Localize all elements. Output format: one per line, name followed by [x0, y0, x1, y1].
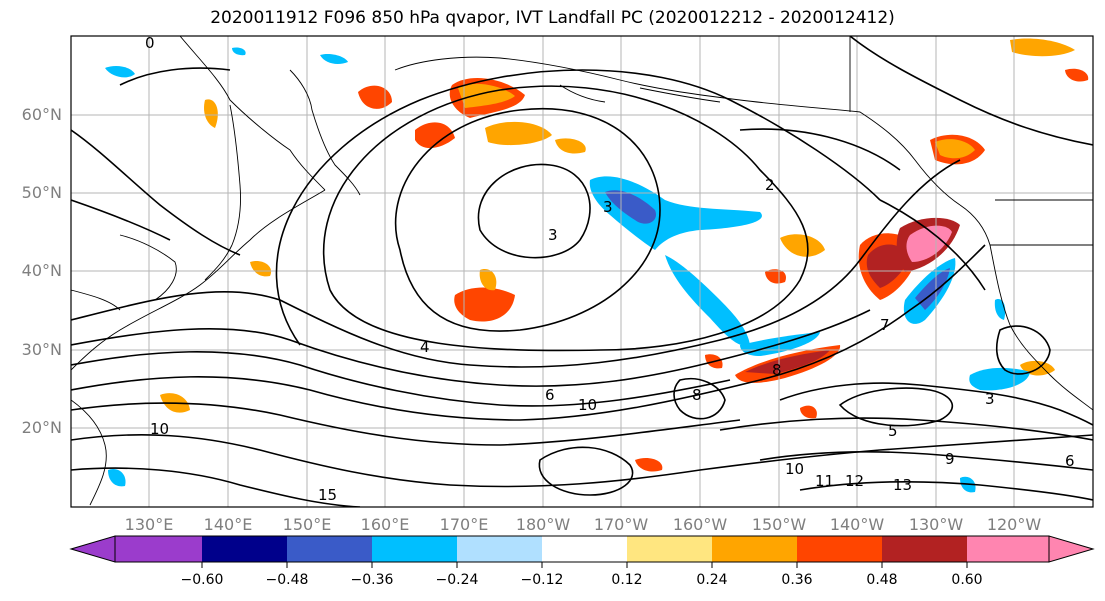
- contour-label: 4: [420, 338, 430, 356]
- positive-anomaly-regions: [160, 38, 1089, 472]
- colorbar-tick-label: −0.48: [265, 572, 309, 588]
- map-title: 2020011912 F096 850 hPa qvapor, IVT Land…: [210, 8, 895, 28]
- contour-label: 11: [815, 472, 834, 490]
- colorbar-tick-label: 0.24: [696, 572, 728, 588]
- contour-label: 13: [893, 476, 912, 494]
- colorbar-segment: [627, 536, 712, 562]
- lat-label: 30°N: [21, 340, 62, 359]
- lat-label: 60°N: [21, 105, 62, 124]
- contour-label: 8: [692, 386, 702, 404]
- colorbar-segment: [372, 536, 457, 562]
- lon-label: 170°E: [439, 515, 489, 534]
- contour-label: 9: [945, 450, 955, 468]
- map-panel: [71, 36, 1093, 507]
- contour-label: 10: [785, 460, 804, 478]
- lon-label: 160°E: [360, 515, 410, 534]
- lat-label: 40°N: [21, 261, 62, 280]
- colorbar-tick-label: −0.60: [180, 572, 224, 588]
- colorbar-tick-label: 0.36: [781, 572, 813, 588]
- lon-label: 160°W: [672, 515, 728, 534]
- contour-label: 8: [772, 361, 782, 379]
- lon-label: 130°W: [908, 515, 964, 534]
- colorbar-segment: [542, 536, 627, 562]
- lon-label: 170°W: [593, 515, 649, 534]
- lon-label: 140°W: [829, 515, 885, 534]
- colorbar-segment: [882, 536, 967, 562]
- colorbar-segment: [967, 536, 1049, 562]
- colorbar-min-extend: [69, 535, 116, 563]
- colorbar-segment: [115, 536, 202, 562]
- contour-label-group: 0 2 3 3 3 4 5 6 6 7 8 8 9 10 10 10 11 12…: [145, 34, 1075, 504]
- colorbar-tick-label: −0.24: [435, 572, 479, 588]
- graticule: [71, 36, 1093, 507]
- map-frame: [70, 35, 1094, 508]
- contour-label: 0: [145, 34, 155, 52]
- contour-label: 7: [880, 316, 890, 334]
- colorbar-segment: [712, 536, 797, 562]
- contour-label: 5: [888, 422, 898, 440]
- contour-label: 3: [985, 390, 995, 408]
- lon-label: 120°W: [986, 515, 1042, 534]
- contour-label: 6: [1065, 452, 1075, 470]
- contour-label: 15: [318, 486, 337, 504]
- lon-label: 150°W: [751, 515, 807, 534]
- contour-label: 6: [545, 386, 555, 404]
- colorbar: [69, 535, 1095, 568]
- contour-label: 10: [578, 396, 597, 414]
- lon-label: 150°E: [282, 515, 332, 534]
- contour-label: 12: [845, 472, 864, 490]
- colorbar-tick-label: −0.12: [520, 572, 564, 588]
- contour-label: 3: [548, 226, 558, 244]
- colorbar-segment: [202, 536, 287, 562]
- contour-label: 2: [765, 176, 775, 194]
- colorbar-max-extend: [1048, 535, 1095, 563]
- colorbar-tick-label: 0.48: [866, 572, 898, 588]
- colorbar-tick-label: 0.60: [951, 572, 983, 588]
- colorbar-tick-label: −0.36: [350, 572, 394, 588]
- colorbar-segment: [797, 536, 882, 562]
- contour-label: 10: [150, 420, 169, 438]
- contour-lines: [71, 36, 1093, 507]
- colorbar-segments: [114, 535, 1050, 568]
- lon-label: 140°E: [203, 515, 253, 534]
- lat-label: 50°N: [21, 183, 62, 202]
- lat-label: 20°N: [21, 418, 62, 437]
- lon-label: 180°W: [515, 515, 571, 534]
- contour-label: 3: [603, 198, 613, 216]
- colorbar-segment: [287, 536, 372, 562]
- colorbar-tick-label: 0.12: [611, 572, 643, 588]
- lon-label: 130°E: [124, 515, 174, 534]
- colorbar-segment: [457, 536, 542, 562]
